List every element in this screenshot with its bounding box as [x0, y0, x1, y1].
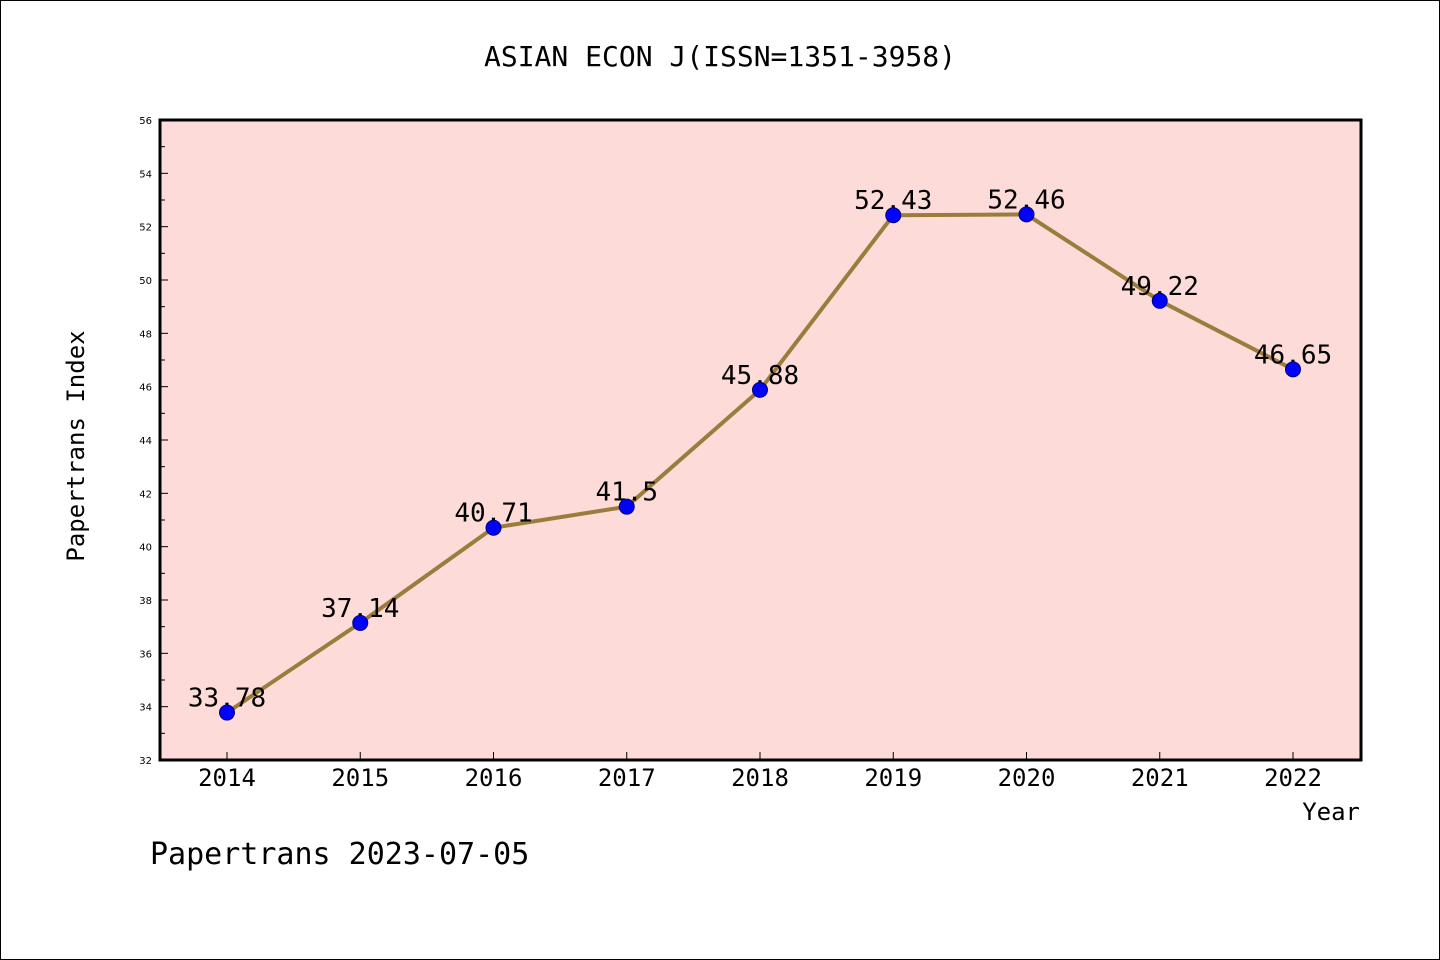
x-tick-label: 2021: [1131, 764, 1189, 792]
y-tick-label: 48: [139, 329, 152, 340]
data-point: [1018, 206, 1035, 223]
y-tick-label: 36: [139, 649, 152, 660]
x-tick-label: 2016: [465, 764, 523, 792]
footer-text: Papertrans 2023-07-05: [150, 837, 529, 872]
data-point: [219, 704, 235, 721]
y-tick-label: 50: [139, 276, 152, 287]
y-tick-label: 44: [139, 436, 152, 447]
x-axis-label: Year: [1302, 798, 1360, 826]
data-point: [752, 381, 768, 398]
x-tick-label: 2017: [598, 764, 656, 792]
y-tick-label: 52: [139, 223, 152, 234]
chart-title: ASIAN ECON J(ISSN=1351-3958): [484, 40, 956, 73]
data-point: [1285, 361, 1301, 378]
y-axis: 32 34 36 38 40 42 44 46 48 50 52 54 56: [139, 116, 168, 767]
x-tick-label: 2014: [198, 764, 256, 792]
data-point: [1151, 292, 1168, 309]
data-point: [885, 207, 902, 224]
y-axis-label: Papertrans Index: [62, 330, 90, 561]
y-tick-label: 32: [139, 756, 152, 767]
y-tick-label: 38: [139, 596, 152, 607]
y-tick-label: 42: [139, 489, 152, 500]
x-axis: 2014 2015 2016 2017 2018 2019 2020 2021 2022: [198, 752, 1322, 792]
x-tick-label: 2019: [864, 764, 922, 792]
data-point: [485, 519, 502, 536]
y-tick-label: 56: [139, 116, 152, 127]
y-tick-label: 46: [139, 383, 152, 394]
data-point: [618, 498, 635, 515]
x-tick-label: 2015: [331, 764, 389, 792]
x-tick-label: 2020: [998, 764, 1056, 792]
plot-area: [158, 118, 1363, 762]
x-tick-label: 2018: [731, 764, 789, 792]
data-point: [352, 614, 369, 631]
y-tick-label: 34: [139, 703, 152, 714]
x-tick-label: 2022: [1264, 764, 1322, 792]
y-tick-label: 40: [139, 543, 152, 554]
y-tick-label: 54: [139, 169, 152, 180]
